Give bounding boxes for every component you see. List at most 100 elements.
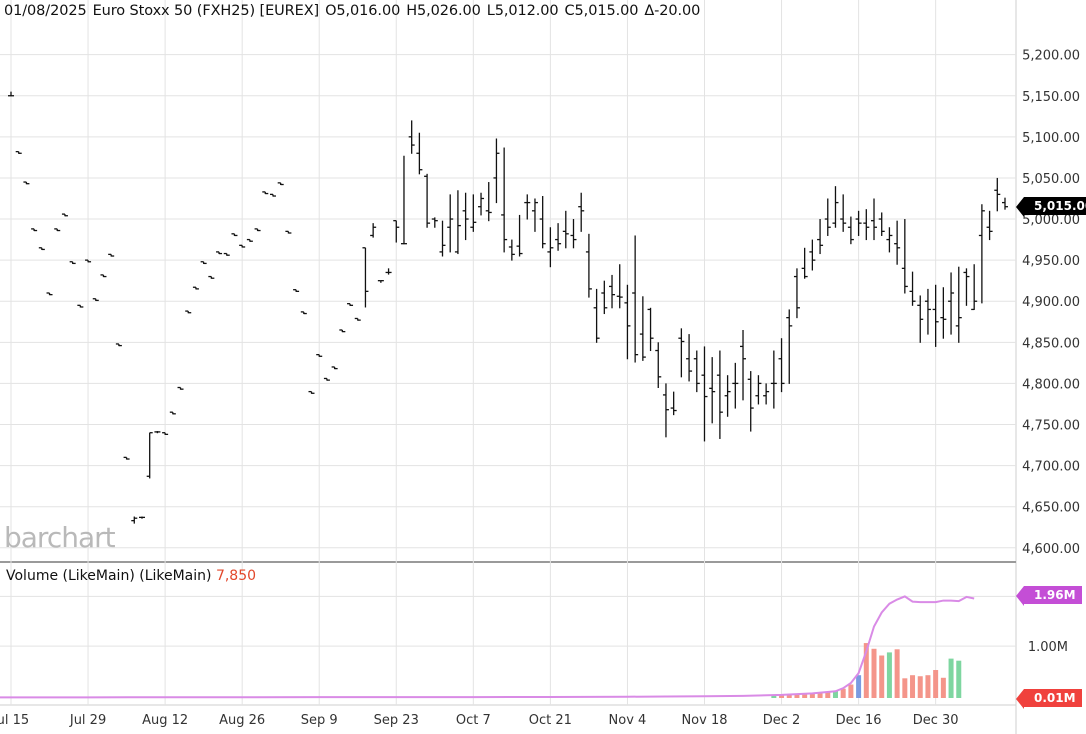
ohlc-bar: [177, 386, 184, 390]
ohlc-bar: [793, 268, 800, 319]
price-tick-label: 4,850.00: [1022, 336, 1080, 351]
date-tick-label: Jul 15: [0, 713, 29, 728]
grid-layer: [0, 0, 1017, 734]
ohlc-bar: [832, 186, 839, 228]
ohlc-bar: [878, 212, 885, 236]
ohlc-bar: [994, 177, 1001, 212]
ohlc-bar: [778, 338, 785, 393]
header-open: O5,016.00: [325, 3, 401, 19]
ohlc-bar: [254, 228, 261, 232]
ohlc-bar: [709, 357, 716, 424]
volume-bar: [794, 694, 800, 698]
ohlc-bar: [15, 150, 22, 154]
volume-bar: [956, 660, 962, 698]
ohlc-bar: [847, 216, 854, 245]
ohlc-bar: [138, 516, 145, 519]
ohlc-bar: [169, 411, 176, 415]
ohlc-bar: [647, 307, 654, 352]
date-tick-label: Sep 9: [301, 713, 338, 728]
volume-bars: [771, 643, 962, 698]
ohlc-bar: [955, 266, 962, 343]
price-tick-label: 4,800.00: [1022, 377, 1080, 392]
price-tick-label: 5,050.00: [1022, 172, 1080, 187]
ohlc-bar: [716, 350, 723, 439]
ohlc-bar: [293, 289, 300, 293]
chart-header: 01/08/2025 Euro Stoxx 50 (FXH25) [EUREX] O…: [4, 3, 706, 19]
ohlc-bar: [54, 228, 61, 232]
ohlc-bar: [578, 192, 585, 232]
header-change: Δ-20.00: [644, 3, 701, 19]
ohlc-bar: [508, 239, 515, 261]
ohlc-bar: [593, 288, 600, 343]
price-tick-label: 4,600.00: [1022, 542, 1080, 557]
ohlc-bar: [701, 346, 708, 442]
volume-bar: [856, 675, 862, 698]
ohlc-bar: [146, 432, 153, 479]
header-symbol[interactable]: Euro Stoxx 50 (FXH25) [EUREX]: [92, 3, 320, 19]
ohlc-bar: [763, 383, 770, 405]
ohlc-bar: [208, 275, 215, 279]
ohlc-bar: [370, 223, 377, 238]
ohlc-bar: [23, 181, 30, 185]
price-tick-label: 4,950.00: [1022, 254, 1080, 269]
volume-max-badge: 1.96M: [1016, 586, 1082, 607]
ohlc-bar: [817, 219, 824, 255]
ohlc-bar: [840, 194, 847, 232]
ohlc-bar: [940, 287, 947, 339]
volume-bar: [948, 658, 954, 698]
ohlc-bar: [894, 220, 901, 265]
ohlc-bar: [285, 230, 292, 234]
ohlc-bar: [447, 194, 454, 253]
ohlc-bar: [185, 310, 192, 314]
volume-label[interactable]: Volume (LikeMain) (LikeMain): [6, 568, 212, 584]
ohlc-bar: [331, 366, 338, 370]
ohlc-bar: [686, 334, 693, 382]
ohlc-bar: [439, 220, 446, 257]
ohlc-bar: [339, 329, 346, 333]
ohlc-bar: [755, 375, 762, 405]
price-tick-label: 4,650.00: [1022, 501, 1080, 516]
volume-bar: [809, 693, 815, 698]
date-tick-label: Oct 7: [456, 713, 491, 728]
barchart-watermark: barchart: [4, 521, 116, 554]
ohlc-bar: [308, 390, 315, 394]
ohlc-bar: [115, 343, 122, 347]
ohlc-bar: [46, 292, 53, 296]
ohlc-bar: [732, 362, 739, 409]
ohlc-bar: [108, 253, 115, 257]
ohlc-bar: [963, 268, 970, 306]
ohlc-bar: [231, 233, 238, 237]
ohlc-bar: [377, 280, 384, 283]
ohlc-bar: [223, 252, 230, 256]
price-tick-label: 5,100.00: [1022, 131, 1080, 146]
ohlc-bar: [400, 155, 407, 245]
price-tick-label: 5,000.00: [1022, 213, 1080, 228]
open-interest-line: [0, 595, 975, 699]
ohlc-bar: [408, 120, 415, 154]
open-interest-polyline: [0, 595, 975, 699]
date-tick-label: Aug 26: [219, 713, 265, 728]
ohlc-bar: [740, 329, 747, 401]
ohlc-bar: [901, 219, 908, 294]
ohlc-bar: [478, 192, 485, 216]
ohlc-bar: [609, 274, 616, 309]
ohlc-bar: [416, 132, 423, 175]
ohlc-bar: [162, 432, 169, 436]
ohlc-bar: [670, 391, 677, 416]
ohlc-bar: [316, 353, 323, 357]
date-axis: Jul 15 Jul 29 Aug 12 Aug 26 Sep 9 Sep 23 Oct 7…: [0, 713, 959, 728]
header-low: L5,012.00: [486, 3, 559, 19]
volume-bar: [879, 655, 885, 698]
ohlc-bar: [100, 274, 107, 278]
ohlc-bar: [824, 198, 831, 236]
ohlc-bar: [38, 247, 45, 251]
ohlc-bar: [347, 303, 354, 306]
ohlc-bar: [786, 309, 793, 384]
ohlc-bar: [886, 227, 893, 253]
price-tick-label: 4,900.00: [1022, 295, 1080, 310]
volume-bar: [894, 649, 900, 698]
ohlc-bar: [31, 228, 38, 232]
volume-bar: [940, 677, 946, 698]
ohlc-bar: [69, 261, 76, 265]
price-tick-label: 4,750.00: [1022, 419, 1080, 434]
